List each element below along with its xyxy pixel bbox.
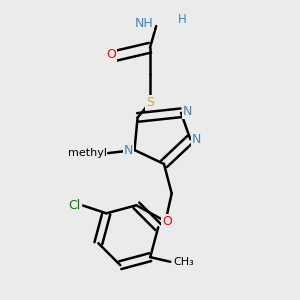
Text: CH₃: CH₃ (173, 257, 194, 267)
Text: Cl: Cl (68, 199, 80, 212)
Text: O: O (106, 48, 116, 61)
Text: N: N (182, 105, 192, 118)
Text: S: S (146, 96, 154, 109)
Text: NH: NH (134, 17, 153, 30)
Text: O: O (162, 215, 172, 228)
Text: N: N (192, 133, 201, 146)
Text: methyl: methyl (68, 148, 106, 158)
Text: N: N (124, 143, 133, 157)
Text: H: H (178, 13, 187, 26)
